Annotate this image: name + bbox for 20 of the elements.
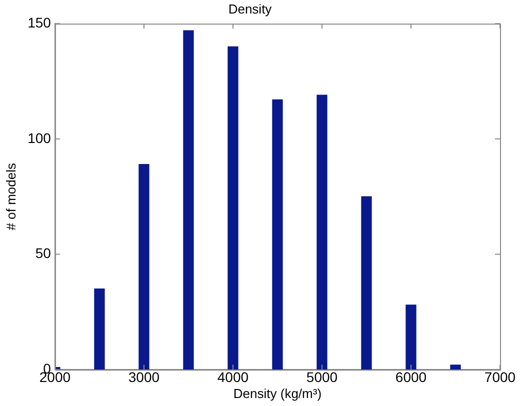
bar: [138, 164, 150, 370]
y-tick-label: 100: [28, 130, 52, 146]
bar: [316, 94, 328, 370]
x-tick-label: 5000: [306, 368, 338, 385]
y-axis-title: # of models: [3, 162, 18, 230]
chart-title: Density: [228, 1, 272, 16]
bar: [406, 304, 416, 370]
bar: [450, 364, 461, 370]
x-tick-label: 4000: [217, 368, 249, 385]
bar: [183, 30, 194, 370]
bar: [272, 99, 283, 370]
x-tick-label: 3000: [128, 368, 160, 385]
bar: [228, 46, 238, 370]
bar: [361, 196, 372, 370]
x-axis-title: Density (kg/m³): [233, 386, 322, 401]
y-tick-label: 50: [35, 245, 52, 262]
x-tick-label: 6000: [395, 368, 427, 385]
y-tick-label: 150: [28, 14, 52, 30]
x-tick-label: 7000: [484, 368, 516, 385]
bar: [94, 288, 105, 370]
